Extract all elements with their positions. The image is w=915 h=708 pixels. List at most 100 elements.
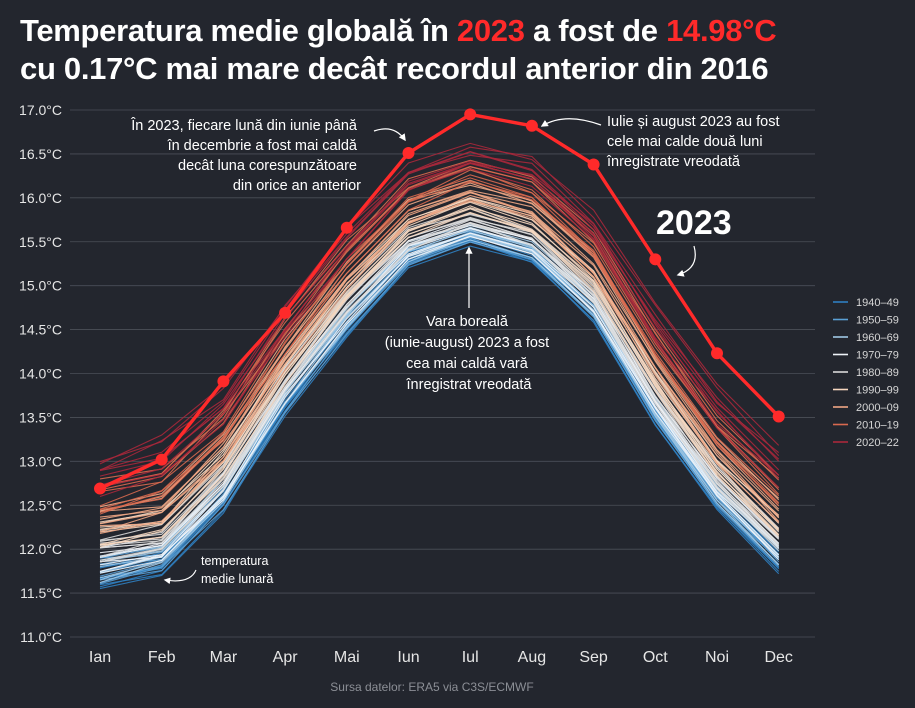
year-line-1970–79 <box>99 235 780 574</box>
historical-lines <box>99 142 780 590</box>
annotation-year-label: 2023 <box>656 204 732 242</box>
annotation-line: cele mai calde două luni <box>607 134 763 150</box>
y-tick-label: 11.0°C <box>20 629 62 645</box>
series-2023-point <box>155 453 168 466</box>
legend-label: 2020–22 <box>856 437 899 449</box>
annotation-line: în decembrie a fost mai caldă <box>167 138 358 154</box>
year-line-2020–22 <box>99 151 780 471</box>
year-line-1950–59 <box>99 241 780 581</box>
series-2023-point <box>711 347 723 360</box>
legend-label: 1940–49 <box>856 297 899 309</box>
x-tick-label: Iul <box>462 649 479 666</box>
annotation-line: temperatura <box>201 554 268 568</box>
annotation-line: decât luna corespunzătoare <box>178 158 357 174</box>
y-tick-label: 14.0°C <box>19 366 62 382</box>
annotation-line: din orice an anterior <box>233 178 361 194</box>
x-tick-label: Dec <box>764 649 792 666</box>
chart-title: Temperatura medie globală în 2023 a fost… <box>20 12 900 88</box>
title-line2: cu 0.17°C mai mare decât recordul anteri… <box>20 51 769 86</box>
annotation-line: cea mai caldă vară <box>406 356 529 372</box>
y-axis: 11.0°C 11.5°C 12.0°C 12.5°C 13.0°C 13.5°C 14.0… <box>19 102 62 645</box>
title-mid: a fost de <box>524 13 667 48</box>
annotation-monthly: temperatura medie lunară <box>201 554 273 586</box>
legend-label: 2010–19 <box>856 420 899 432</box>
year-line-2020–22 <box>99 162 780 488</box>
annotation-arrow <box>163 569 197 585</box>
series-2023-point <box>279 306 292 319</box>
annotation-arrow <box>676 245 696 277</box>
x-tick-label: Apr <box>273 649 299 666</box>
x-tick-label: Feb <box>148 649 176 666</box>
annotation-line: În 2023, fiecare lună din iunie până <box>130 117 358 134</box>
y-tick-label: 16.0°C <box>19 190 62 206</box>
year-line-1990–99 <box>99 212 780 546</box>
legend: 1940–49 1950–59 1960–69 1970–79 1980–89 1990–… <box>833 297 899 449</box>
year-line-2020–22 <box>99 151 780 472</box>
x-axis: Ian Feb Mar Apr Mai Iun Iul Aug Sep Oct Noi Dec <box>89 649 793 666</box>
legend-label: 1980–89 <box>856 367 899 379</box>
title-year: 2023 <box>456 13 525 48</box>
x-tick-label: Oct <box>643 649 668 666</box>
year-line-2020–22 <box>99 163 780 486</box>
legend-label: 1960–69 <box>856 332 899 344</box>
year-line-1990–99 <box>99 201 780 530</box>
series-2023-line <box>99 112 780 491</box>
y-tick-label: 13.5°C <box>19 409 62 425</box>
year-line-2020–22 <box>99 154 780 471</box>
y-tick-label: 15.5°C <box>19 234 62 250</box>
series-2023-point <box>340 221 353 234</box>
series-2023-point <box>464 108 477 121</box>
x-tick-label: Ian <box>89 649 111 666</box>
year-line-1990–99 <box>99 211 780 546</box>
title-value: 14.98°C <box>666 13 777 48</box>
annotation-line: înregistrat vreodată <box>406 377 533 393</box>
annotation-jul-aug: Iulie și august 2023 au fost cele mai ca… <box>606 114 784 170</box>
annotation-arrow <box>540 118 602 127</box>
y-tick-label: 16.5°C <box>19 146 62 162</box>
x-tick-label: Noi <box>705 649 729 666</box>
year-line-1990–99 <box>99 208 780 548</box>
legend-label: 1950–59 <box>856 315 899 327</box>
series-2023-point <box>94 482 106 495</box>
series-2023-point <box>649 253 662 266</box>
x-tick-label: Aug <box>518 649 546 666</box>
title-prefix: Temperatura medie globală în <box>20 13 457 48</box>
legend-label: 2000–09 <box>856 402 899 414</box>
year-line-1960–69 <box>99 239 780 584</box>
y-tick-label: 17.0°C <box>19 102 62 118</box>
year-line-2000–09 <box>99 200 780 527</box>
year-line-1990–99 <box>99 197 780 524</box>
annotation-line: înregistrate vreodată <box>606 154 741 170</box>
year-line-2020–22 <box>99 168 780 498</box>
annotations: În 2023, fiecare lună din iunie până în … <box>130 114 784 586</box>
legend-label: 1970–79 <box>856 350 899 362</box>
source-note: Sursa datelor: ERA5 via C3S/ECMWF <box>330 680 533 694</box>
year-line-2020–22 <box>99 162 780 477</box>
annotation-line: medie lunară <box>201 572 273 586</box>
y-tick-label: 12.0°C <box>19 541 62 557</box>
x-tick-label: Sep <box>579 649 608 666</box>
y-tick-label: 13.0°C <box>19 453 62 469</box>
legend-label: 1990–99 <box>856 385 899 397</box>
annotation-all-months: În 2023, fiecare lună din iunie până în … <box>130 117 361 194</box>
year-line-1980–89 <box>99 216 780 544</box>
annotation-line: Vara boreală <box>426 314 509 330</box>
annotation-line: Iulie și august 2023 au fost <box>607 114 780 130</box>
x-tick-label: Mai <box>334 649 360 666</box>
y-tick-label: 12.5°C <box>19 497 62 513</box>
series-2023 <box>94 108 785 495</box>
year-line-2010–19 <box>99 174 780 510</box>
x-tick-label: Mar <box>210 649 238 666</box>
series-2023-point <box>402 147 415 160</box>
annotation-summer: Vara boreală (iunie-august) 2023 a fost … <box>385 314 553 393</box>
series-2023-point <box>587 158 600 171</box>
y-tick-label: 14.5°C <box>19 322 62 338</box>
annotation-line: (iunie-august) 2023 a fost <box>385 335 549 351</box>
year-line-2010–19 <box>99 180 780 513</box>
year-line-2000–09 <box>99 189 780 512</box>
series-2023-point <box>525 119 538 132</box>
year-line-1970–79 <box>99 232 780 572</box>
year-line-2000–09 <box>99 192 780 518</box>
annotation-arrow <box>373 128 406 142</box>
